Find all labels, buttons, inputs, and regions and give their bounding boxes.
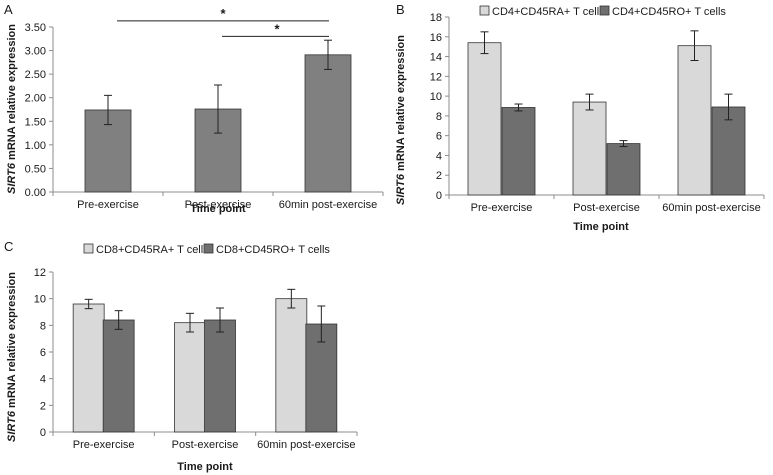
- chart-a-category-label: Post-exercise: [185, 199, 252, 211]
- chart-b-bars: [467, 30, 746, 196]
- chart-b-xlabel: Time point: [573, 221, 629, 233]
- chart-b-y-tick-label: 0: [436, 190, 442, 202]
- chart-c-legend-swatch: [203, 243, 214, 254]
- chart-c-y-tick-label: 12: [34, 267, 46, 279]
- chart-b-y-tick-label: 8: [436, 111, 442, 123]
- chart-b-categories: Pre-exercise Post-exercise 60min post-exer…: [471, 202, 761, 214]
- chart-a-y-tick-label: 2.00: [25, 93, 46, 105]
- panel-label-b: B: [396, 2, 405, 17]
- chart-b-axes: [448, 17, 765, 199]
- chart-b-bar: [606, 143, 641, 196]
- chart-b-y-tick-label: 4: [436, 150, 442, 162]
- panel-label-c: C: [4, 239, 13, 254]
- chart-c-y-tick-label: 8: [40, 320, 46, 332]
- chart-c-bar: [275, 298, 308, 433]
- chart-c-bar: [72, 303, 105, 433]
- chart-b-ylabel-rest: mRNA relative expression: [395, 35, 407, 174]
- panel-label-a: A: [4, 2, 13, 17]
- chart-b-y-tick-label: 6: [436, 131, 442, 143]
- chart-c-y-tick-label: 0: [40, 427, 46, 439]
- chart-c-bar: [204, 319, 236, 433]
- chart-a-y-tick-label: 1.00: [25, 140, 46, 152]
- chart-a-category-label: 60min post-exercise: [279, 199, 377, 211]
- chart-c-bar: [174, 322, 206, 433]
- chart-a-ylabel: SIRT6 mRNA relative expression: [6, 24, 18, 194]
- chart-b-legend-label: CD4+CD45RA+ T cells: [492, 6, 605, 18]
- chart-a-category-label: Pre-exercise: [77, 199, 139, 211]
- chart-b-y-tick-label: 12: [430, 71, 442, 83]
- chart-c-xlabel: Time point: [177, 461, 233, 473]
- chart-c-legend-swatch: [83, 243, 94, 254]
- chart-a-ylabel-rest: mRNA relative expression: [6, 24, 18, 163]
- chart-a-y-tick-label: 3.50: [25, 22, 46, 34]
- chart-b-ticks: 0 2 4 6 8 10 12 14 16 18: [430, 12, 449, 202]
- chart-b-y-tick-label: 18: [430, 12, 442, 24]
- chart-a-bars: [84, 39, 352, 193]
- chart-a-significance-star: *: [274, 21, 280, 36]
- chart-b-y-tick-label: 14: [430, 52, 442, 64]
- chart-c-category-label: Post-exercise: [172, 439, 239, 451]
- chart-c-ticks: 0 2 4 6 8 10 12: [34, 267, 53, 439]
- chart-b-legend-label: CD4+CD45RO+ T cells: [612, 6, 726, 18]
- chart-c-bar: [102, 319, 135, 433]
- chart-a-ticks: 0.00 0.50 1.00 1.50 2.00 2.50 3.00 3.50: [25, 22, 53, 199]
- chart-b-ylabel-italic: SIRT6: [395, 173, 407, 205]
- chart-b-legend: CD4+CD45RA+ T cells CD4+CD45RO+ T cells: [479, 5, 726, 18]
- chart-b-category-label: Post-exercise: [573, 202, 640, 214]
- chart-c-ylabel-italic: SIRT6: [6, 410, 18, 442]
- chart-c-ylabel-rest: mRNA relative expression: [6, 272, 18, 411]
- chart-a-y-tick-label: 1.50: [25, 116, 46, 128]
- chart-a-categories: Pre-exercise Post-exercise 60min post-exer…: [77, 199, 377, 211]
- chart-a-bar: [304, 54, 352, 193]
- chart-c-ylabel: SIRT6 mRNA relative expression: [6, 272, 18, 442]
- chart-b-bar: [572, 101, 607, 196]
- chart-b-bar: [711, 106, 746, 196]
- chart-b-y-tick-label: 10: [430, 91, 442, 103]
- chart-b-legend-swatch: [599, 5, 610, 16]
- chart-b-bar: [501, 107, 536, 196]
- chart-c-category-label: Pre-exercise: [73, 439, 135, 451]
- chart-c-y-tick-label: 10: [34, 294, 46, 306]
- chart-b-ylabel: SIRT6 mRNA relative expression: [395, 35, 407, 205]
- chart-b-bar: [677, 45, 712, 196]
- chart-a-y-tick-label: 0.00: [25, 187, 46, 199]
- chart-b-category-label: 60min post-exercise: [662, 202, 760, 214]
- chart-c-legend-label: CD8+CD45RA+ T cells: [96, 244, 209, 256]
- chart-a-y-tick-label: 2.50: [25, 69, 46, 81]
- chart-b-bar: [467, 42, 502, 196]
- chart-c-legend: CD8+CD45RA+ T cells CD8+CD45RO+ T cells: [83, 243, 330, 256]
- chart-b-y-tick-label: 16: [430, 32, 442, 44]
- chart-a: A 0.00 0.50 1.00 1.50 2.00 2.50 3.00 3.50 Pre-e…: [4, 2, 384, 215]
- chart-a-y-tick-label: 3.00: [25, 46, 46, 58]
- chart-b-category-label: Pre-exercise: [471, 202, 533, 214]
- chart-c-y-tick-label: 2: [40, 400, 46, 412]
- chart-a-significance-star: *: [220, 6, 226, 21]
- chart-c-legend-label: CD8+CD45RO+ T cells: [216, 244, 330, 256]
- chart-b-legend-swatch: [479, 5, 490, 16]
- chart-c-y-tick-label: 6: [40, 347, 46, 359]
- chart-b: B CD4+CD45RA+ T cells CD4+CD45RO+ T cells…: [395, 2, 765, 233]
- chart-a-y-tick-label: 0.50: [25, 163, 46, 175]
- chart-c-bars: [72, 288, 338, 433]
- chart-c-categories: Pre-exercise Post-exercise 60min post-exer…: [73, 439, 356, 451]
- chart-a-ylabel-italic: SIRT6: [6, 162, 18, 194]
- chart-c: C CD8+CD45RA+ T cells CD8+CD45RO+ T cells…: [4, 239, 358, 473]
- chart-a-significance: **: [117, 6, 329, 37]
- chart-c-y-tick-label: 4: [40, 374, 46, 386]
- chart-a-xlabel: Time point: [190, 203, 246, 215]
- chart-c-category-label: 60min post-exercise: [257, 439, 355, 451]
- chart-b-y-tick-label: 2: [436, 170, 442, 182]
